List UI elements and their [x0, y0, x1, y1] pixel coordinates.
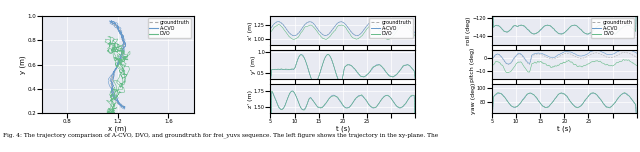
Y-axis label: x' (m): x' (m) [248, 21, 253, 40]
Legend: groundtruth, A-CVO, DVO: groundtruth, A-CVO, DVO [591, 18, 634, 38]
Y-axis label: roll (deg): roll (deg) [467, 16, 472, 45]
Legend: groundtruth, A-CVO, DVO: groundtruth, A-CVO, DVO [148, 18, 191, 38]
Y-axis label: y' (m): y' (m) [251, 55, 255, 74]
X-axis label: t (s): t (s) [336, 125, 350, 132]
X-axis label: t (s): t (s) [557, 125, 572, 132]
Y-axis label: pitch (deg): pitch (deg) [470, 47, 475, 82]
Legend: groundtruth, A-CVO, DVO: groundtruth, A-CVO, DVO [369, 18, 413, 38]
Y-axis label: yaw (deg): yaw (deg) [470, 83, 476, 114]
X-axis label: x (m): x (m) [108, 125, 127, 132]
Y-axis label: z' (m): z' (m) [248, 90, 253, 108]
Y-axis label: y (m): y (m) [19, 55, 26, 74]
Text: Fig. 4: The trajectory comparison of A-CVO, DVO, and groundtruth for frei_yuvs s: Fig. 4: The trajectory comparison of A-C… [3, 132, 438, 138]
